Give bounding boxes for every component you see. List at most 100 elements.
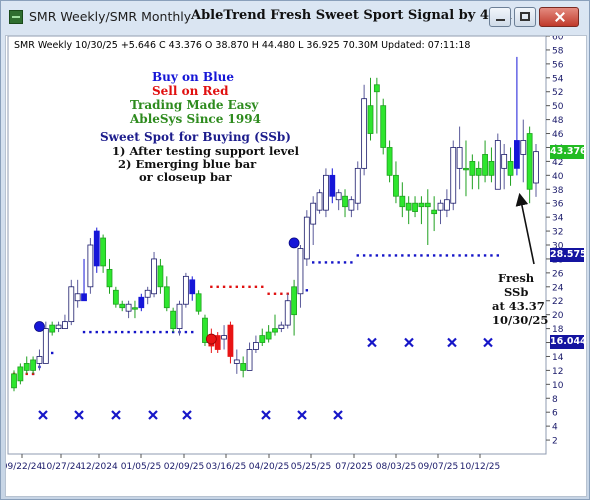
support-dot bbox=[343, 261, 347, 264]
cycle-x-marker-lower bbox=[38, 410, 48, 420]
fresh-label: Fresh bbox=[498, 271, 535, 285]
maximize-button[interactable] bbox=[514, 7, 536, 27]
price-chart[interactable]: 2468101214161820222426283032343638404244… bbox=[6, 36, 586, 496]
resistance-dot bbox=[210, 285, 213, 288]
x-tick-label: 12/2024 bbox=[80, 462, 118, 472]
fresh-signal-arrow bbox=[515, 192, 535, 265]
x-tick-label: 08/03/25 bbox=[376, 462, 416, 472]
price-bar bbox=[342, 195, 348, 208]
minimize-button[interactable] bbox=[489, 7, 511, 27]
price-bar bbox=[380, 105, 387, 148]
support-dot bbox=[95, 330, 98, 334]
x-tick-label: 07/2025 bbox=[335, 462, 372, 472]
support-dot bbox=[318, 261, 321, 264]
fresh-price-label: at 43.37 bbox=[492, 299, 545, 313]
y-tick-label: 6 bbox=[552, 409, 558, 419]
y-tick-label: 50 bbox=[552, 102, 564, 112]
cycle-x-marker-upper bbox=[404, 337, 414, 348]
title-bar: SMR Weekly/SMR Monthly AbleTrend Fresh S… bbox=[1, 1, 589, 33]
y-tick-label: 54 bbox=[552, 74, 564, 84]
x-tick-label: 09/22/24 bbox=[6, 462, 42, 472]
cycle-x-marker-lower bbox=[182, 410, 192, 420]
y-tick-label: 34 bbox=[552, 214, 564, 224]
price-bar bbox=[335, 192, 342, 201]
price-bar bbox=[189, 279, 196, 295]
price-bar bbox=[437, 202, 444, 211]
support-dot bbox=[350, 261, 353, 264]
support-dot bbox=[382, 254, 385, 257]
price-bar bbox=[463, 167, 469, 171]
support-dot bbox=[401, 254, 404, 257]
price-bar bbox=[182, 275, 189, 305]
price-bar bbox=[514, 140, 520, 169]
y-tick-label: 4 bbox=[552, 423, 558, 433]
resistance-dot bbox=[280, 292, 283, 295]
cycle-x-marker-lower bbox=[297, 410, 307, 420]
buy-signal-circle bbox=[34, 321, 45, 332]
resistance-dot bbox=[254, 285, 258, 288]
support-dot bbox=[331, 261, 334, 264]
price-bar bbox=[68, 286, 75, 323]
quote-info-line: SMR Weekly 10/30/25 +5.646 C 43.376 O 38… bbox=[14, 40, 471, 51]
cycle-x-marker-lower bbox=[74, 410, 84, 420]
price-bar bbox=[157, 265, 164, 288]
ablesys-label: AbleSys Since 1994 bbox=[130, 112, 261, 126]
support-dot bbox=[432, 254, 436, 257]
support-dot bbox=[311, 261, 315, 264]
price-bar bbox=[119, 303, 126, 309]
support-dot bbox=[375, 254, 379, 257]
support-dot bbox=[337, 261, 340, 264]
sweet-spot-title: Sweet Spot for Buying (SSb) bbox=[100, 130, 291, 144]
x-tick-label: 05/25/25 bbox=[291, 462, 331, 472]
buy-signal-circle bbox=[288, 237, 300, 249]
cycle-x-marker-upper bbox=[447, 337, 457, 348]
support-dot bbox=[324, 261, 328, 264]
price-bar bbox=[424, 202, 431, 208]
price-bar bbox=[494, 140, 501, 190]
price-bar bbox=[488, 161, 495, 176]
y-tick-label: 22 bbox=[552, 297, 563, 307]
price-bar bbox=[170, 310, 177, 329]
sell-signal-circle bbox=[205, 333, 217, 345]
resistance-dot bbox=[216, 285, 219, 288]
x-tick-label: 02/09/25 bbox=[164, 462, 204, 472]
y-tick-label: 38 bbox=[552, 186, 564, 196]
price-bar bbox=[195, 293, 202, 312]
support-dot bbox=[305, 289, 309, 292]
chart-panel[interactable]: 2468101214161820222426283032343638404244… bbox=[5, 35, 587, 497]
price-bar bbox=[297, 248, 304, 295]
cycle-x-marker-lower bbox=[333, 410, 343, 420]
resistance-dot bbox=[241, 285, 245, 288]
price-bar bbox=[507, 161, 514, 176]
support-dot bbox=[191, 330, 194, 334]
price-bar bbox=[533, 151, 539, 184]
close-button[interactable] bbox=[539, 7, 579, 27]
price-bar bbox=[221, 335, 227, 340]
support-dot bbox=[420, 254, 423, 257]
x-tick-label: 03/16/25 bbox=[206, 462, 246, 472]
cycle-x-marker-lower bbox=[148, 410, 158, 420]
support-dot bbox=[388, 254, 391, 257]
support-dot bbox=[496, 254, 500, 257]
price-bar bbox=[418, 202, 425, 208]
y-tick-label: 32 bbox=[552, 228, 563, 238]
support-dot bbox=[445, 254, 449, 257]
support-dot bbox=[362, 254, 366, 257]
price-bar bbox=[450, 147, 457, 204]
y-tick-label: 36 bbox=[552, 200, 564, 210]
resistance-dot bbox=[222, 285, 226, 288]
price-bar bbox=[36, 356, 43, 364]
price-bar bbox=[259, 335, 266, 343]
support-dot bbox=[452, 254, 455, 257]
resistance-dot bbox=[229, 285, 232, 288]
price-bar bbox=[329, 174, 336, 197]
price-bar bbox=[367, 105, 374, 134]
price-bar bbox=[482, 154, 488, 176]
price-bar bbox=[240, 363, 247, 371]
x-tick-label: 09/07/25 bbox=[418, 462, 458, 472]
price-bar bbox=[233, 359, 240, 364]
price-bar bbox=[310, 202, 317, 225]
y-tick-label: 30 bbox=[552, 242, 564, 252]
current-price-tag: 43.376 bbox=[550, 144, 587, 159]
price-bar bbox=[62, 321, 68, 329]
